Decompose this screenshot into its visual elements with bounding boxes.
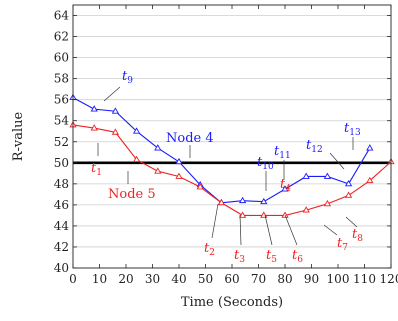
data-point xyxy=(238,211,247,218)
data-point xyxy=(344,179,353,187)
y-tick-label: 62 xyxy=(54,30,69,44)
y-tick-label: 46 xyxy=(54,198,69,212)
annotation-leaders xyxy=(97,86,358,246)
y-tick-label: 42 xyxy=(54,240,69,254)
annotation-leader xyxy=(284,214,298,246)
data-point xyxy=(111,128,120,135)
annotation-label: t11 xyxy=(274,144,291,161)
data-point xyxy=(154,144,162,151)
x-tick-label: 80 xyxy=(277,272,292,286)
y-tick-label: 44 xyxy=(54,219,70,233)
grid-lines xyxy=(73,15,391,269)
annotation-label: t4 xyxy=(280,177,291,194)
y-tick-label: 50 xyxy=(54,156,69,170)
data-point xyxy=(344,191,353,198)
x-tick-label: 70 xyxy=(251,272,266,286)
x-axis-title: Time (Seconds) xyxy=(181,295,283,310)
annotation-label: t12 xyxy=(306,138,323,155)
y-tick-label: 56 xyxy=(54,93,69,107)
data-point xyxy=(132,155,141,163)
series-group xyxy=(69,93,395,218)
plot-frame xyxy=(72,4,392,269)
y-tick-label: 54 xyxy=(54,114,70,128)
annotation-label: t1 xyxy=(91,161,102,178)
y-tick-label: 60 xyxy=(54,51,69,65)
series-node-5 xyxy=(69,121,395,218)
y-tick-label: 48 xyxy=(54,177,69,191)
annotation-label: t10 xyxy=(257,155,274,172)
annotation-label: t5 xyxy=(266,248,277,265)
annotation-label: t6 xyxy=(292,248,303,265)
data-point xyxy=(132,127,141,134)
annotation-leader xyxy=(345,216,358,228)
annotation-leader xyxy=(239,214,242,246)
data-point xyxy=(175,172,183,179)
annotation-label: t8 xyxy=(352,227,363,244)
annotation-leader xyxy=(323,224,338,236)
data-point xyxy=(196,183,204,190)
data-point xyxy=(90,124,98,131)
annotation-leader xyxy=(264,214,273,246)
x-tick-label: 20 xyxy=(118,272,133,286)
annotation-leader xyxy=(103,86,121,102)
data-point xyxy=(154,167,162,174)
data-point xyxy=(238,196,247,204)
x-tick-label: 60 xyxy=(224,272,239,286)
data-point xyxy=(366,176,374,184)
data-point xyxy=(302,172,310,179)
annotation-label: t13 xyxy=(344,121,361,138)
data-point xyxy=(175,157,183,165)
y-tick-label: 58 xyxy=(54,72,69,86)
annotation-label: t7 xyxy=(337,236,348,253)
x-tick-label: 40 xyxy=(171,272,186,286)
x-tick-label: 50 xyxy=(198,272,213,286)
annotation-leader xyxy=(211,203,219,239)
y-tick-label: 64 xyxy=(54,9,70,23)
annotation-label: Node 4 xyxy=(166,131,214,146)
data-point xyxy=(323,172,332,179)
x-tick-label: 10 xyxy=(92,272,107,286)
annotation-label: t3 xyxy=(234,248,245,265)
x-tick-label: 120 xyxy=(380,272,398,286)
data-point xyxy=(281,211,289,218)
x-tick-label: 30 xyxy=(145,272,160,286)
series-line-node-5 xyxy=(72,124,392,216)
data-point xyxy=(111,107,120,114)
x-tick-label: 100 xyxy=(327,272,350,286)
annotation-label: Node 5 xyxy=(108,187,156,202)
data-point xyxy=(366,144,374,151)
y-axis-title: R-value xyxy=(11,111,26,161)
data-point xyxy=(281,185,289,192)
data-point xyxy=(302,206,310,213)
data-point xyxy=(260,197,268,205)
y-tick-label: 52 xyxy=(54,135,69,149)
y-tick-label: 40 xyxy=(54,261,69,275)
x-tick-label: 0 xyxy=(69,272,77,286)
data-point xyxy=(217,198,226,206)
annotation-label: t9 xyxy=(122,69,133,86)
data-point xyxy=(90,105,98,112)
data-point xyxy=(323,199,332,207)
annotation-label: t2 xyxy=(204,241,215,258)
x-tick-label: 110 xyxy=(353,272,376,286)
x-tick-label: 90 xyxy=(304,272,319,286)
annotation-leader xyxy=(329,152,345,170)
